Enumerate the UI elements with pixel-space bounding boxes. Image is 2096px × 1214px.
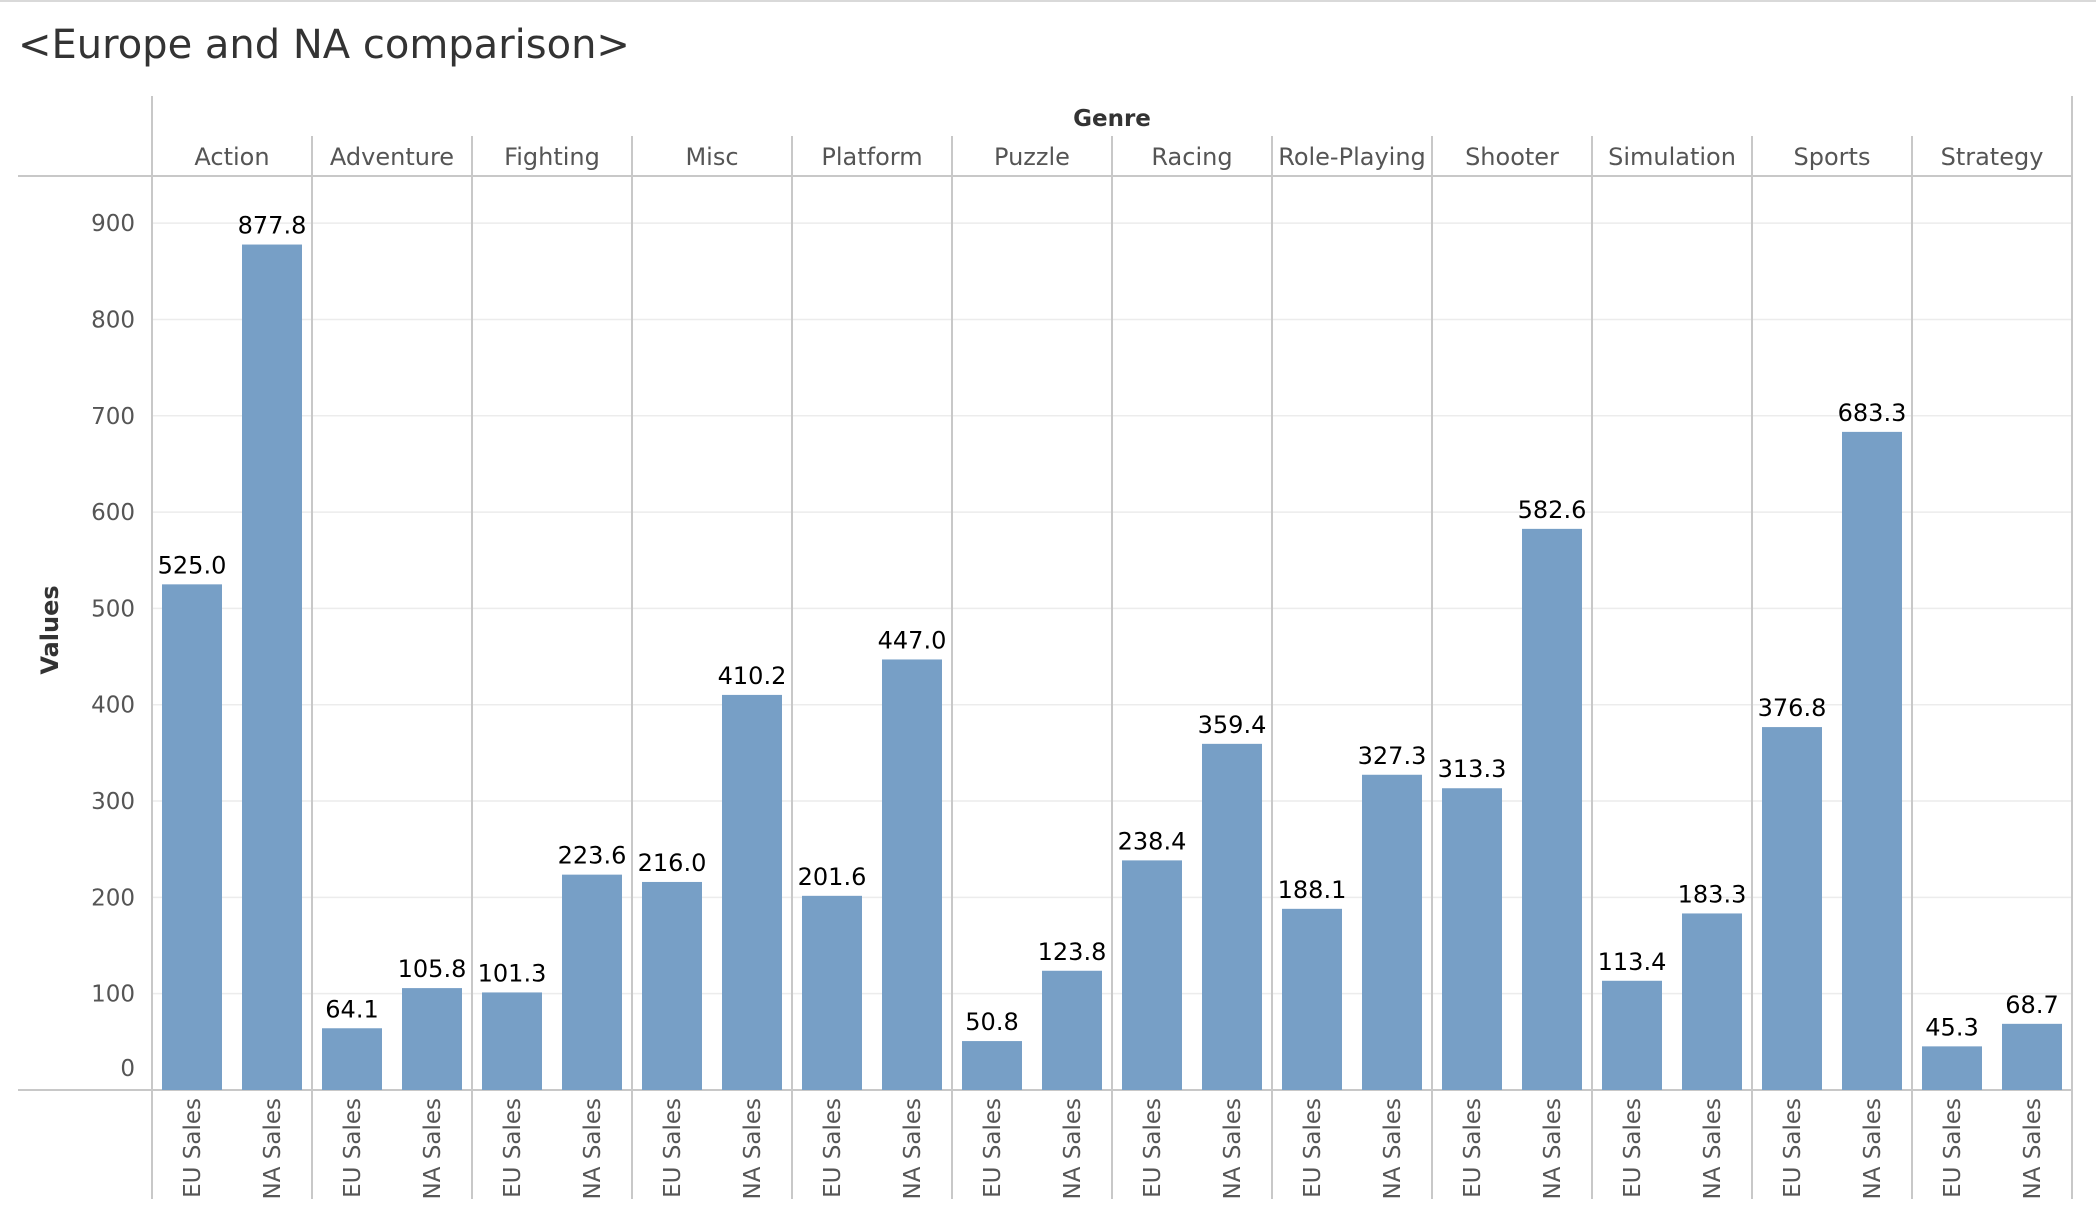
genre-header-racing: Racing — [1151, 143, 1232, 171]
bar-eu-sales — [162, 584, 222, 1090]
bar-na-sales — [1682, 913, 1742, 1090]
genre-header-role-playing: Role-Playing — [1278, 143, 1426, 171]
x-tick-label: EU Sales — [180, 1098, 206, 1198]
x-tick-label: NA Sales — [1380, 1098, 1406, 1199]
y-tick-label: 700 — [91, 404, 135, 430]
x-tick-label: NA Sales — [260, 1098, 286, 1199]
chart-title: <Europe and NA comparison> — [18, 22, 630, 68]
y-tick-label: 0 — [120, 1056, 135, 1082]
data-label: 447.0 — [878, 626, 947, 654]
bar-eu-sales — [962, 1041, 1022, 1090]
x-tick-label: NA Sales — [1700, 1098, 1726, 1199]
data-label: 68.7 — [2005, 991, 2058, 1019]
data-label: 105.8 — [398, 955, 467, 983]
y-tick-label: 300 — [91, 789, 135, 815]
data-label: 327.3 — [1358, 742, 1427, 770]
data-label: 183.3 — [1678, 880, 1747, 908]
bar-na-sales — [882, 659, 942, 1090]
x-tick-label: EU Sales — [1940, 1098, 1966, 1198]
data-label: 113.4 — [1598, 948, 1667, 976]
bar-na-sales — [2002, 1023, 2062, 1090]
data-label: 101.3 — [478, 959, 547, 987]
x-tick-label: EU Sales — [980, 1098, 1006, 1198]
x-tick-label: NA Sales — [1220, 1098, 1246, 1199]
bar-na-sales — [242, 244, 302, 1091]
top-rule — [0, 0, 2096, 2]
x-tick-label: EU Sales — [660, 1098, 686, 1198]
data-label: 359.4 — [1198, 711, 1267, 739]
x-tick-label: EU Sales — [500, 1098, 526, 1198]
bar-eu-sales — [642, 881, 702, 1090]
data-label: 50.8 — [965, 1008, 1018, 1036]
data-label: 123.8 — [1038, 938, 1107, 966]
y-tick-label: 400 — [91, 693, 135, 719]
genre-header-platform: Platform — [821, 143, 922, 171]
data-label: 223.6 — [558, 842, 627, 870]
x-tick-label: NA Sales — [420, 1098, 446, 1199]
column-header: Genre — [1073, 106, 1151, 132]
x-tick-label: EU Sales — [1300, 1098, 1326, 1198]
data-label: 201.6 — [798, 863, 867, 891]
data-label: 683.3 — [1838, 399, 1907, 427]
y-axis-label: Values — [36, 585, 64, 674]
genre-header-strategy: Strategy — [1941, 143, 2044, 171]
x-tick-label: NA Sales — [740, 1098, 766, 1199]
x-tick-label: NA Sales — [1540, 1098, 1566, 1199]
bar-na-sales — [562, 874, 622, 1090]
genre-header-action: Action — [194, 143, 269, 171]
genre-header-simulation: Simulation — [1608, 143, 1736, 171]
x-tick-label: EU Sales — [1460, 1098, 1486, 1198]
data-label: 525.0 — [158, 551, 227, 579]
x-tick-label: NA Sales — [900, 1098, 926, 1199]
data-label: 45.3 — [1925, 1013, 1978, 1041]
bar-na-sales — [722, 694, 782, 1090]
bar-eu-sales — [1762, 727, 1822, 1090]
x-tick-label: NA Sales — [1060, 1098, 1086, 1199]
data-label: 376.8 — [1758, 694, 1827, 722]
genre-header-fighting: Fighting — [504, 143, 600, 171]
bar-na-sales — [1522, 528, 1582, 1090]
genre-header-puzzle: Puzzle — [994, 143, 1070, 171]
bar-eu-sales — [1282, 908, 1342, 1090]
bar-eu-sales — [1442, 788, 1502, 1090]
x-tick-label: NA Sales — [1860, 1098, 1886, 1199]
y-tick-label: 900 — [91, 211, 135, 237]
data-label: 238.4 — [1118, 827, 1187, 855]
bar-eu-sales — [1122, 860, 1182, 1090]
genre-header-sports: Sports — [1794, 143, 1871, 171]
bar-na-sales — [1842, 431, 1902, 1090]
bar-na-sales — [1362, 774, 1422, 1090]
y-tick-label: 500 — [91, 596, 135, 622]
data-label: 410.2 — [718, 662, 787, 690]
x-tick-label: EU Sales — [1140, 1098, 1166, 1198]
y-tick-label: 200 — [91, 885, 135, 911]
genre-header-misc: Misc — [685, 143, 738, 171]
data-label: 313.3 — [1438, 755, 1507, 783]
x-tick-label: EU Sales — [1620, 1098, 1646, 1198]
bar-eu-sales — [1922, 1046, 1982, 1090]
bar-eu-sales — [802, 895, 862, 1090]
x-tick-label: EU Sales — [340, 1098, 366, 1198]
genre-header-shooter: Shooter — [1465, 143, 1559, 171]
data-label: 64.1 — [325, 995, 378, 1023]
bar-eu-sales — [322, 1028, 382, 1090]
data-label: 216.0 — [638, 849, 707, 877]
bar-eu-sales — [482, 992, 542, 1090]
y-tick-label: 800 — [91, 307, 135, 333]
genre-header-adventure: Adventure — [330, 143, 454, 171]
x-tick-label: NA Sales — [580, 1098, 606, 1199]
bar-na-sales — [1202, 743, 1262, 1090]
x-tick-label: NA Sales — [2020, 1098, 2046, 1199]
data-label: 877.8 — [238, 212, 307, 240]
y-tick-label: 600 — [91, 500, 135, 526]
y-tick-label: 100 — [91, 982, 135, 1008]
bar-eu-sales — [1602, 980, 1662, 1090]
data-label: 582.6 — [1518, 496, 1587, 524]
x-tick-label: EU Sales — [820, 1098, 846, 1198]
x-tick-label: EU Sales — [1780, 1098, 1806, 1198]
bar-na-sales — [1042, 970, 1102, 1090]
data-label: 188.1 — [1278, 876, 1347, 904]
bar-na-sales — [402, 988, 462, 1090]
